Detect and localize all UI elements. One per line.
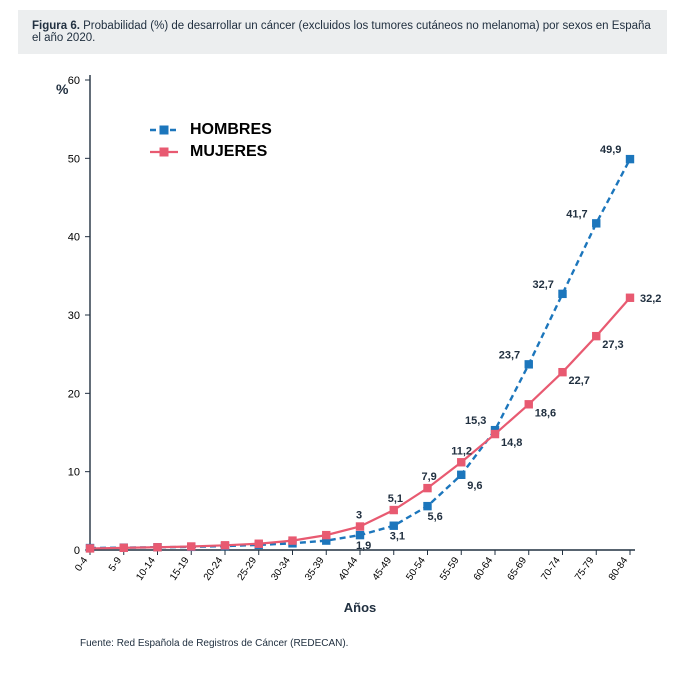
- svg-text:32,2: 32,2: [640, 293, 661, 305]
- svg-text:65-69: 65-69: [506, 555, 530, 583]
- source-line: Fuente: Red Española de Registros de Cán…: [80, 638, 685, 649]
- chart-svg: 0 10 20 30 40 50 60% 0-4 5-9 10-14 15-19 20-24 25-29…: [0, 60, 685, 630]
- svg-text:%: %: [56, 81, 69, 97]
- svg-text:18,6: 18,6: [535, 407, 556, 419]
- svg-text:60-64: 60-64: [472, 555, 496, 583]
- svg-text:50: 50: [68, 153, 80, 165]
- svg-text:75-79: 75-79: [573, 555, 597, 583]
- svg-text:20: 20: [68, 388, 80, 400]
- svg-text:15-19: 15-19: [168, 555, 192, 583]
- svg-text:45-49: 45-49: [371, 555, 395, 583]
- svg-text:41,7: 41,7: [566, 208, 587, 220]
- figure-title-prefix: Figura 6.: [32, 20, 80, 32]
- svg-text:27,3: 27,3: [602, 339, 623, 351]
- svg-text:MUJERES: MUJERES: [190, 143, 268, 160]
- svg-text:80-84: 80-84: [607, 555, 631, 583]
- svg-text:10-14: 10-14: [134, 555, 158, 583]
- svg-text:30: 30: [68, 310, 80, 322]
- svg-text:55-59: 55-59: [438, 555, 462, 583]
- svg-text:25-29: 25-29: [236, 555, 260, 583]
- svg-text:32,7: 32,7: [533, 279, 554, 291]
- svg-text:22,7: 22,7: [569, 375, 590, 387]
- svg-text:40: 40: [68, 232, 80, 244]
- svg-text:10: 10: [68, 467, 80, 479]
- svg-text:9,6: 9,6: [467, 480, 482, 492]
- svg-text:HOMBRES: HOMBRES: [190, 121, 272, 138]
- svg-text:5-9: 5-9: [107, 555, 125, 574]
- chart-container: 0 10 20 30 40 50 60% 0-4 5-9 10-14 15-19 20-24 25-29…: [0, 60, 685, 630]
- svg-text:7,9: 7,9: [422, 471, 437, 483]
- svg-text:0-4: 0-4: [73, 555, 91, 574]
- svg-text:60: 60: [68, 75, 80, 87]
- figure-title-text: Probabilidad (%) de desarrollar un cánce…: [32, 20, 651, 44]
- svg-text:11,2: 11,2: [451, 445, 472, 457]
- figure-title: Figura 6. Probabilidad (%) de desarrolla…: [18, 10, 667, 54]
- svg-text:5,1: 5,1: [388, 493, 403, 505]
- svg-text:20-24: 20-24: [202, 555, 226, 583]
- svg-text:30-34: 30-34: [269, 555, 293, 583]
- svg-text:14,8: 14,8: [501, 437, 522, 449]
- svg-text:0: 0: [74, 545, 80, 557]
- svg-text:3: 3: [356, 510, 362, 522]
- svg-text:5,6: 5,6: [428, 511, 443, 523]
- svg-text:3,1: 3,1: [390, 531, 405, 543]
- svg-text:40-44: 40-44: [337, 555, 361, 583]
- svg-text:15,3: 15,3: [465, 415, 486, 427]
- svg-text:35-39: 35-39: [303, 555, 327, 583]
- svg-text:1,9: 1,9: [356, 540, 371, 552]
- svg-text:23,7: 23,7: [499, 349, 520, 361]
- svg-text:Años: Años: [344, 600, 377, 615]
- svg-text:50-54: 50-54: [404, 555, 428, 583]
- svg-text:70-74: 70-74: [539, 555, 563, 583]
- svg-text:49,9: 49,9: [600, 144, 621, 156]
